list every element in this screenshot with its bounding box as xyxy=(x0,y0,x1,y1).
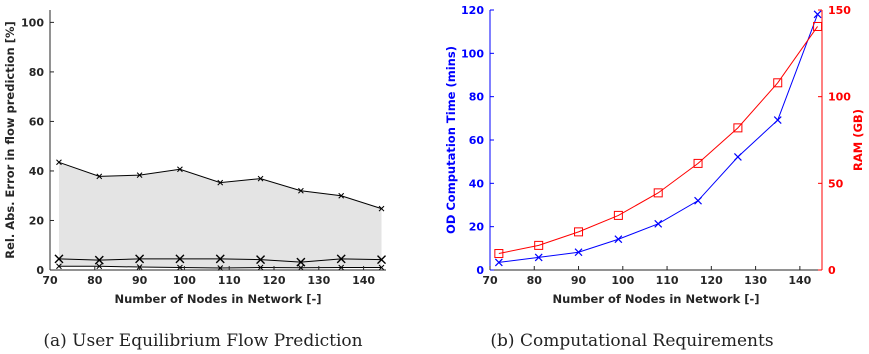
right-y-tick-label: 0 xyxy=(828,264,836,277)
x-tick-label: 120 xyxy=(700,274,723,287)
series-1-marker xyxy=(338,192,345,199)
ram-marker xyxy=(733,123,743,133)
y-tick-label: 0 xyxy=(36,264,44,277)
x-axis-label: Number of Nodes in Network [-] xyxy=(115,292,322,306)
x-tick-label: 140 xyxy=(352,274,375,287)
x-tick-label: 100 xyxy=(173,274,196,287)
x-tick-label: 90 xyxy=(571,274,587,287)
time-marker xyxy=(614,235,623,244)
x-tick-label: 100 xyxy=(611,274,634,287)
chart-b-computational: 70 80 90 100 110 120 130 140 0 20 40 60 80 100 120 0 50 1… xyxy=(444,4,865,306)
ram-marker xyxy=(574,227,584,237)
caption-a: (a) User Equilibrium Flow Prediction xyxy=(43,331,362,351)
x-tick-label: 110 xyxy=(218,274,241,287)
x-tick-label: 80 xyxy=(527,274,543,287)
time-marker xyxy=(534,253,543,262)
series-1-marker xyxy=(136,172,143,179)
series-1-marker xyxy=(378,205,385,212)
series-2-marker xyxy=(256,255,266,265)
series-2-marker xyxy=(175,254,185,264)
x-tick-label: 90 xyxy=(132,274,148,287)
ram-marker xyxy=(613,210,623,220)
series-2-marker xyxy=(296,257,306,267)
x-tick-label: 70 xyxy=(482,274,498,287)
series-2-marker xyxy=(135,254,145,264)
series-1-marker xyxy=(56,159,62,166)
ram-marker xyxy=(693,158,703,168)
left-y-axis-label: OD Computation Time (mins) xyxy=(444,46,458,234)
left-y-tick-label: 20 xyxy=(469,221,485,234)
ram-marker xyxy=(773,78,783,88)
series-3-marker xyxy=(177,264,183,271)
time-marker xyxy=(813,10,822,19)
x-tick-label: 140 xyxy=(788,274,811,287)
series-2-marker xyxy=(377,255,387,265)
x-tick-label: 130 xyxy=(744,274,767,287)
right-y-tick-label: 150 xyxy=(828,4,851,17)
series-3-marker xyxy=(257,264,264,271)
series-left-line xyxy=(498,14,819,263)
ram-marker xyxy=(534,240,544,250)
time-marker xyxy=(654,219,663,228)
time-marker xyxy=(733,152,742,161)
x-axis-label: Number of Nodes in Network [-] xyxy=(553,292,760,306)
time-marker xyxy=(494,258,503,267)
y-tick-label: 80 xyxy=(29,66,45,79)
x-tick-label: 120 xyxy=(263,274,286,287)
series-right-line xyxy=(498,26,818,255)
caption-b: (b) Computational Requirements xyxy=(490,331,773,351)
series-2-marker xyxy=(94,255,104,265)
series-3-marker xyxy=(338,264,345,271)
series-2-marker xyxy=(215,254,225,264)
right-y-tick-label: 100 xyxy=(828,91,851,104)
series-3-marker xyxy=(56,263,62,270)
time-marker xyxy=(694,196,702,205)
x-tick-label: 80 xyxy=(87,274,103,287)
y-tick-label: 100 xyxy=(21,16,44,29)
x-tick-label: 110 xyxy=(656,274,679,287)
left-y-tick-label: 40 xyxy=(469,177,485,190)
x-tick-label: 130 xyxy=(307,274,330,287)
time-marker xyxy=(574,248,583,257)
y-tick-label: 20 xyxy=(29,214,45,227)
chart-a-error: 70 80 90 100 110 120 130 140 0 20 40 60 80 100 Number … xyxy=(3,10,387,306)
left-y-tick-label: 0 xyxy=(476,264,484,277)
left-y-tick-label: 120 xyxy=(461,4,484,17)
series-1-marker xyxy=(217,179,224,186)
time-marker xyxy=(773,116,782,124)
y-axis-label: Rel. Abs. Error in flow prediction [%] xyxy=(3,21,17,259)
left-y-tick-label: 100 xyxy=(461,47,484,60)
series-1-marker xyxy=(257,175,264,182)
left-y-tick-label: 80 xyxy=(469,91,485,104)
y-tick-label: 40 xyxy=(29,165,45,178)
series-2-marker xyxy=(54,254,64,264)
ram-marker xyxy=(653,188,663,198)
right-y-tick-label: 50 xyxy=(828,177,844,190)
right-y-axis-label: RAM (GB) xyxy=(851,109,865,171)
left-y-tick-label: 60 xyxy=(469,134,485,147)
series-3-marker xyxy=(96,263,103,270)
ram-marker xyxy=(494,249,504,259)
y-tick-label: 60 xyxy=(29,115,45,128)
x-tick-label: 70 xyxy=(42,274,58,287)
series-1-marker xyxy=(96,173,103,180)
error-range-fill xyxy=(58,162,382,269)
series-1-marker xyxy=(298,187,304,194)
series-3-marker xyxy=(378,264,385,271)
series-2-marker xyxy=(336,254,346,264)
series-3-marker xyxy=(298,264,304,271)
series-1-marker xyxy=(177,166,183,173)
